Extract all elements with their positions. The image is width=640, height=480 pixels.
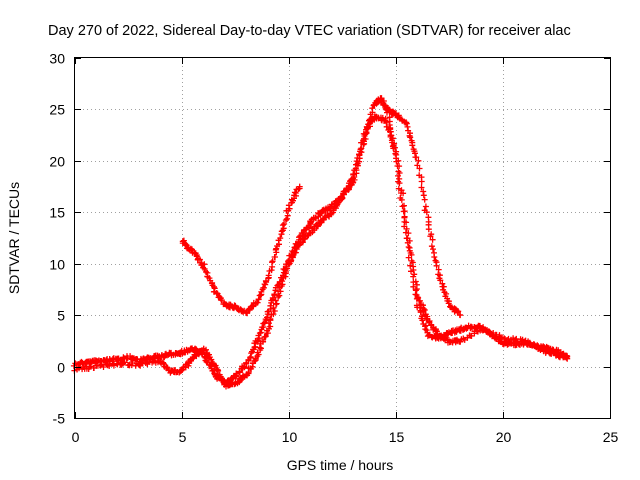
y-tick-label: 0 — [57, 360, 65, 376]
x-tick-label: 25 — [603, 429, 619, 445]
x-tick-label: 10 — [282, 429, 298, 445]
series-points — [70, 95, 571, 386]
y-tick-label: 25 — [49, 102, 65, 118]
y-tick-labels: -5 0 5 10 15 20 25 30 — [49, 51, 65, 427]
x-tick-labels: 0 5 10 15 20 25 — [72, 429, 619, 445]
data-points — [70, 95, 571, 390]
x-axis-title: GPS time / hours — [287, 457, 394, 473]
x-tick-label: 5 — [179, 429, 187, 445]
x-tick-label: 15 — [389, 429, 405, 445]
series-points — [382, 105, 464, 319]
y-tick-label: 30 — [49, 51, 65, 67]
plot-frame — [74, 57, 611, 419]
series-trace-c — [179, 183, 303, 317]
chart-title: Day 270 of 2022, Sidereal Day-to-day VTE… — [48, 23, 571, 39]
y-tick-label: 10 — [49, 257, 65, 273]
series-points — [179, 183, 303, 317]
series-trace-b — [71, 113, 571, 390]
y-tick-label: 15 — [49, 205, 65, 221]
series-trace-d — [382, 105, 464, 319]
y-axis-title: SDTVAR / TECUs — [6, 182, 22, 294]
y-tick-label: -5 — [53, 411, 66, 427]
x-tick-label: 20 — [496, 429, 512, 445]
series-trace-a — [70, 95, 571, 386]
y-tick-label: 5 — [57, 308, 65, 324]
series-points — [71, 113, 571, 390]
x-tick-label: 0 — [72, 429, 80, 445]
tick-marks — [75, 58, 611, 419]
y-tick-label: 20 — [49, 154, 65, 170]
